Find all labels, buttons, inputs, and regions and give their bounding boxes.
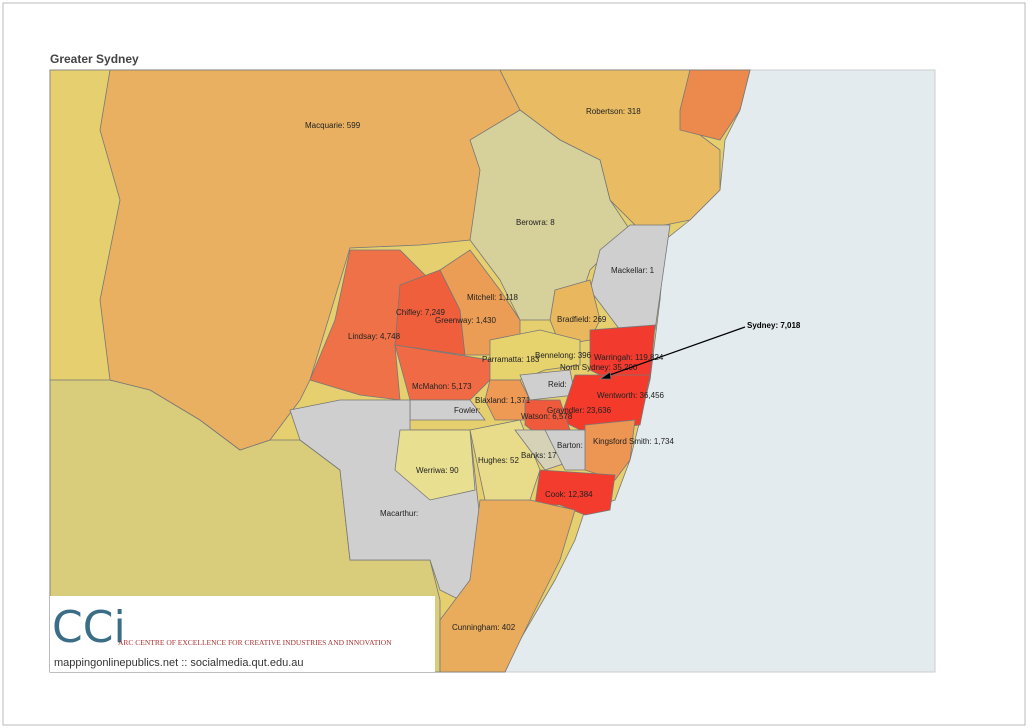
annotation-arrow xyxy=(603,326,746,378)
region-label: Mackellar: 1 xyxy=(611,266,655,275)
region-label: Hughes: 52 xyxy=(478,456,519,465)
region-label: Chifley: 7,249 xyxy=(396,308,445,317)
region-label: Barton: xyxy=(557,441,583,450)
region-label: Berowra: 8 xyxy=(516,218,555,227)
region-label: Blaxland: 1,371 xyxy=(475,396,531,405)
logo-mark: CCi xyxy=(52,602,126,653)
map-title: Greater Sydney xyxy=(50,52,139,66)
region-werriwa xyxy=(394,429,476,501)
region-labels: Macquarie: 599 Robertson: 318 Berowra: 8… xyxy=(305,107,674,632)
region-label: Robertson: 318 xyxy=(586,107,641,116)
region-label: Cunningham: 402 xyxy=(452,623,516,632)
logo: CCi ARC CENTRE OF EXCELLENCE FOR CREATIV… xyxy=(50,596,435,672)
region-label: Werriwa: 90 xyxy=(416,466,459,475)
region-label: Kingsford Smith: 1,734 xyxy=(593,437,674,446)
region-label: Mitchell: 1,118 xyxy=(467,293,519,302)
region-northeast xyxy=(679,69,751,141)
region-label: Cook: 12,384 xyxy=(545,490,593,499)
arrow-head xyxy=(598,371,612,380)
logo-org: ARC CENTRE OF EXCELLENCE FOR CREATIVE IN… xyxy=(118,638,392,647)
region-label: Macquarie: 599 xyxy=(305,121,361,130)
region-label: Parramatta: 183 xyxy=(482,355,540,364)
annotation-label: Sydney: 7,018 xyxy=(747,321,801,330)
region-label: North Sydney: 35,290 xyxy=(560,363,638,372)
region-label: Lindsay: 4,748 xyxy=(348,332,401,341)
region-label: Fowler: xyxy=(454,406,480,415)
logo-urls: mappingonlinepublics.net :: socialmedia.… xyxy=(54,657,304,669)
region-label: Watson: 6,578 xyxy=(521,412,573,421)
region-label: Greenway: 1,430 xyxy=(435,316,496,325)
map xyxy=(49,69,936,673)
region-label: McMahon: 5,173 xyxy=(412,382,472,391)
region-label: Bradfield: 269 xyxy=(557,315,607,324)
region-cunningham xyxy=(439,499,576,673)
region-mcmahon xyxy=(394,344,491,401)
region-label: Wentworth: 36,456 xyxy=(597,391,665,400)
region-label: Bennelong: 396 xyxy=(535,351,592,360)
region-label: Grayndler: 23,636 xyxy=(547,406,612,415)
region-label: Reid: xyxy=(548,380,567,389)
region-kingsford-smith xyxy=(584,419,636,481)
logo-box xyxy=(50,596,435,672)
region-label: Banks: 17 xyxy=(521,451,557,460)
region-label: Macarthur: xyxy=(380,509,418,518)
region-label: Warringah: 119,824 xyxy=(594,353,664,362)
region-wentworth xyxy=(559,374,651,431)
